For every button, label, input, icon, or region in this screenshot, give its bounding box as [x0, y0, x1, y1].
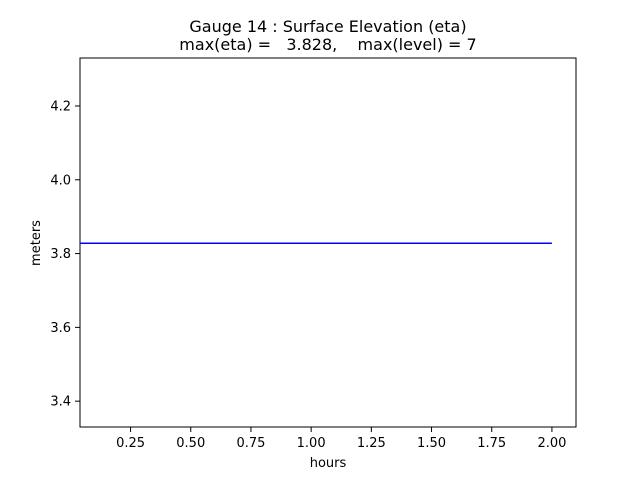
chart-subtitle: max(eta) = 3.828, max(level) = 7 [179, 35, 476, 54]
y-tick-label: 3.6 [50, 321, 71, 336]
x-tick-label: 1.50 [417, 436, 446, 451]
x-tick-label: 0.25 [116, 436, 145, 451]
y-axis-label: meters [29, 220, 44, 266]
x-tick-label: 1.25 [357, 436, 386, 451]
x-tick-label: 0.50 [176, 436, 205, 451]
chart-title: Gauge 14 : Surface Elevation (eta) [189, 17, 466, 36]
x-axis-label: hours [310, 456, 347, 471]
y-tick-label: 4.0 [50, 173, 71, 188]
y-tick-label: 3.4 [50, 395, 71, 410]
x-tick-label: 1.75 [477, 436, 506, 451]
y-axis: 3.4 3.6 3.8 4.0 4.2 [50, 99, 80, 410]
x-tick-label: 1.00 [297, 436, 326, 451]
x-tick-label: 2.00 [537, 436, 566, 451]
y-tick-label: 4.2 [50, 99, 71, 114]
x-axis: 0.25 0.50 0.75 1.00 1.25 1.50 1.75 2.00 [116, 427, 566, 451]
x-tick-label: 0.75 [236, 436, 265, 451]
y-tick-label: 3.8 [50, 247, 71, 262]
